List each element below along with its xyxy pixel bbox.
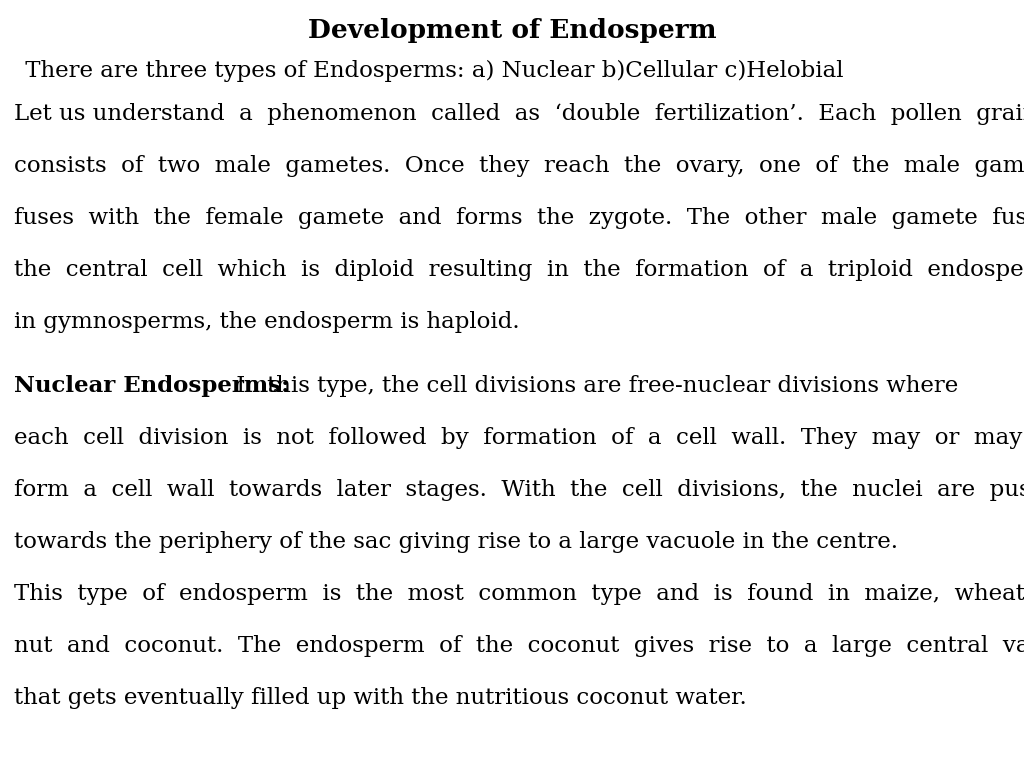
Text: nut  and  coconut.  The  endosperm  of  the  coconut  gives  rise  to  a  large : nut and coconut. The endosperm of the co… xyxy=(14,635,1024,657)
Text: each  cell  division  is  not  followed  by  formation  of  a  cell  wall.  They: each cell division is not followed by fo… xyxy=(14,427,1024,449)
Text: Nuclear Endosperms:: Nuclear Endosperms: xyxy=(14,375,290,397)
Text: In this type, the cell divisions are free-nuclear divisions where: In this type, the cell divisions are fre… xyxy=(229,375,958,397)
Text: that gets eventually filled up with the nutritious coconut water.: that gets eventually filled up with the … xyxy=(14,687,746,709)
Text: There are three types of Endosperms: a) Nuclear b)Cellular c)Helobial: There are three types of Endosperms: a) … xyxy=(18,60,844,82)
Text: This  type  of  endosperm  is  the  most  common  type  and  is  found  in  maiz: This type of endosperm is the most commo… xyxy=(14,583,1024,605)
Text: in gymnosperms, the endosperm is haploid.: in gymnosperms, the endosperm is haploid… xyxy=(14,311,519,333)
Text: towards the periphery of the sac giving rise to a large vacuole in the centre.: towards the periphery of the sac giving … xyxy=(14,531,898,553)
Text: consists  of  two  male  gametes.  Once  they  reach  the  ovary,  one  of  the : consists of two male gametes. Once they … xyxy=(14,155,1024,177)
Text: Development of Endosperm: Development of Endosperm xyxy=(307,18,717,43)
Text: Let us understand  a  phenomenon  called  as  ‘double  fertilization’.  Each  po: Let us understand a phenomenon called as… xyxy=(14,103,1024,125)
Text: fuses  with  the  female  gamete  and  forms  the  zygote.  The  other  male  ga: fuses with the female gamete and forms t… xyxy=(14,207,1024,229)
Text: the  central  cell  which  is  diploid  resulting  in  the  formation  of  a  tr: the central cell which is diploid result… xyxy=(14,259,1024,281)
Text: form  a  cell  wall  towards  later  stages.  With  the  cell  divisions,  the  : form a cell wall towards later stages. W… xyxy=(14,479,1024,501)
